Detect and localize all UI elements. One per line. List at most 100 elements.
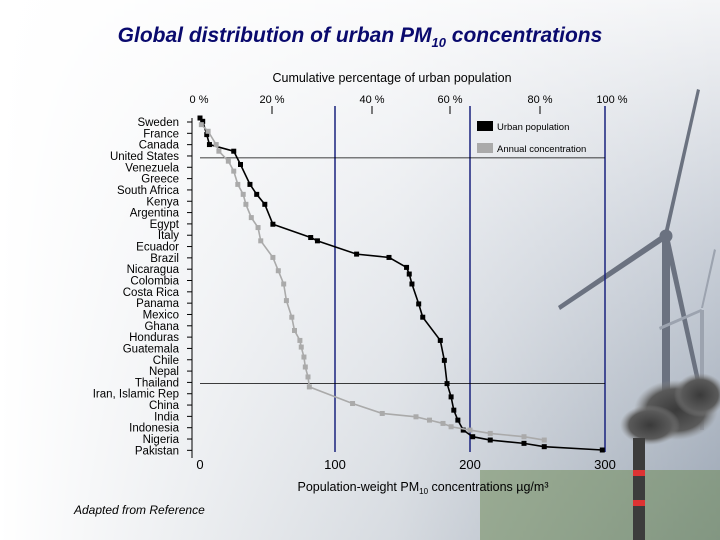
category-label: Ecuador [136,242,179,254]
x-axis-label: Population-weight PM10 concentrations µg… [298,480,549,496]
data-point [306,384,312,390]
data-point [487,437,493,443]
data-point [302,364,308,370]
data-point [386,254,392,260]
data-point [298,344,304,350]
data-point [270,221,276,227]
data-point [235,181,241,187]
legend-label: Annual concentration [497,144,586,155]
category-label: Mexico [143,309,179,321]
category-label: Canada [139,140,180,152]
top-tick-label: 60 % [437,94,462,106]
data-point [409,281,415,287]
data-point [440,420,446,426]
source-credit: Adapted from Reference [74,503,205,517]
category-label: France [143,128,179,140]
data-point [350,401,356,407]
data-point [238,161,243,167]
series-line [200,124,545,441]
data-point [262,201,268,207]
legend-swatch [477,143,493,153]
data-point [470,434,476,440]
x-tick-label: 200 [459,457,481,472]
data-point [240,191,246,197]
data-point [599,447,605,453]
slide-title: Global distribution of urban PM10 concen… [117,24,603,51]
category-label: Argentina [130,208,180,220]
data-point [354,251,360,257]
category-label: Egypt [150,219,180,231]
category-label: Panama [136,298,179,310]
data-point [248,215,254,221]
category-label: South Africa [117,185,180,197]
category-label: Indonesia [129,423,179,435]
category-label: Nepal [149,366,179,378]
top-tick-label: 0 % [190,94,209,106]
data-point [231,168,237,174]
data-point [204,132,210,138]
top-tick-label: 20 % [259,94,284,106]
data-point [275,268,281,274]
category-label: Brazil [150,253,179,265]
data-point [289,314,295,320]
top-axis-label: Cumulative percentage of urban populatio… [272,71,511,85]
wind-turbine-graphic [558,89,700,418]
data-point [231,148,237,154]
smokestack-graphic [620,373,720,540]
category-label: United States [110,151,179,163]
data-point [487,430,493,436]
data-point [416,301,422,307]
category-label: Italy [158,230,179,242]
data-point [437,337,443,343]
data-point [243,201,249,207]
data-point [283,298,289,304]
series-line [199,117,603,451]
category-label: Nicaragua [127,264,180,276]
data-point [413,414,419,420]
category-label: Colombia [130,276,179,288]
category-label: Sweden [137,117,179,129]
data-point [314,238,320,244]
data-point [308,235,314,241]
category-label: Greece [141,174,179,186]
data-point [213,142,219,148]
data-point [258,238,264,244]
data-point [460,427,466,433]
category-label: China [149,400,180,412]
top-tick-label: 40 % [359,94,384,106]
data-point [451,407,457,413]
data-point [521,440,527,446]
category-label: Ghana [144,321,179,333]
data-point [254,191,260,197]
data-point [406,271,412,277]
data-point [448,394,454,400]
data-point [420,314,426,320]
data-point [200,118,206,124]
data-point [455,417,461,423]
category-label: Honduras [129,332,179,344]
data-point [448,424,454,430]
x-tick-label: 300 [594,457,616,472]
data-point [541,444,547,450]
category-label: Guatemala [123,343,180,355]
data-point [292,327,297,333]
data-point [467,427,473,433]
data-point [247,181,253,187]
data-point [521,434,527,440]
data-point [225,158,231,164]
data-point [441,357,447,363]
legend-label: Urban population [497,122,569,133]
category-label: Venezuela [125,162,179,174]
data-point [197,115,203,121]
data-point [404,264,410,270]
data-point [281,281,287,287]
data-point [541,437,547,443]
data-point [444,381,450,387]
data-point [379,410,385,416]
category-label: Kenya [146,196,179,208]
top-tick-label: 100 % [596,94,627,106]
data-point [427,417,432,423]
top-tick-label: 80 % [527,94,552,106]
